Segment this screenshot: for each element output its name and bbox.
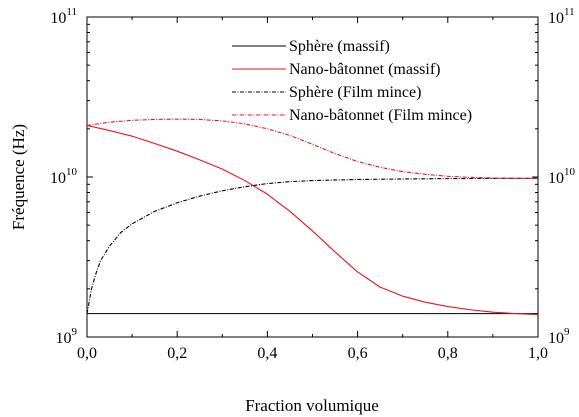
y-tick-label-left: 1010	[50, 166, 78, 187]
series-layer	[86, 118, 539, 316]
y-tick-label-left: 109	[56, 326, 78, 347]
x-tick-label: 0,2	[167, 345, 187, 362]
y-axis-title: Fréquence (Hz)	[9, 124, 28, 230]
y-tick-label-left: 1011	[50, 6, 77, 27]
x-tick-label: 0,0	[77, 345, 97, 362]
legend-label: Sphère (Film mince)	[289, 84, 421, 101]
y-tick-label-right: 1011	[548, 6, 575, 27]
y-tick-labels-right: 109 1010 1011	[548, 6, 576, 347]
legend-label: Nano-bâtonnet (massif)	[289, 61, 441, 78]
series-line-4	[86, 118, 538, 179]
y-tick-labels-left: 109 1010 1011	[50, 6, 78, 347]
x-tick-label: 1,0	[528, 345, 548, 362]
x-tick-label: 0,6	[348, 345, 368, 362]
series-line-3	[86, 177, 539, 314]
legend-label: Sphère (massif)	[289, 38, 390, 55]
x-tick-label: 0,8	[438, 345, 458, 362]
x-axis-title: Fraction volumique	[245, 396, 379, 415]
series-line-2	[86, 124, 539, 316]
legend: Sphère (massif) Nano-bâtonnet (massif) Sph…	[232, 38, 472, 124]
x-tick-labels: 0,0 0,2 0,4 0,6 0,8 1,0	[77, 345, 548, 362]
legend-label: Nano-bâtonnet (Film mince)	[289, 107, 472, 124]
y-tick-label-right: 1010	[548, 166, 576, 187]
x-tick-label: 0,4	[257, 345, 277, 362]
y-tick-label-right: 109	[548, 326, 570, 347]
axis-ticks	[86, 16, 539, 338]
